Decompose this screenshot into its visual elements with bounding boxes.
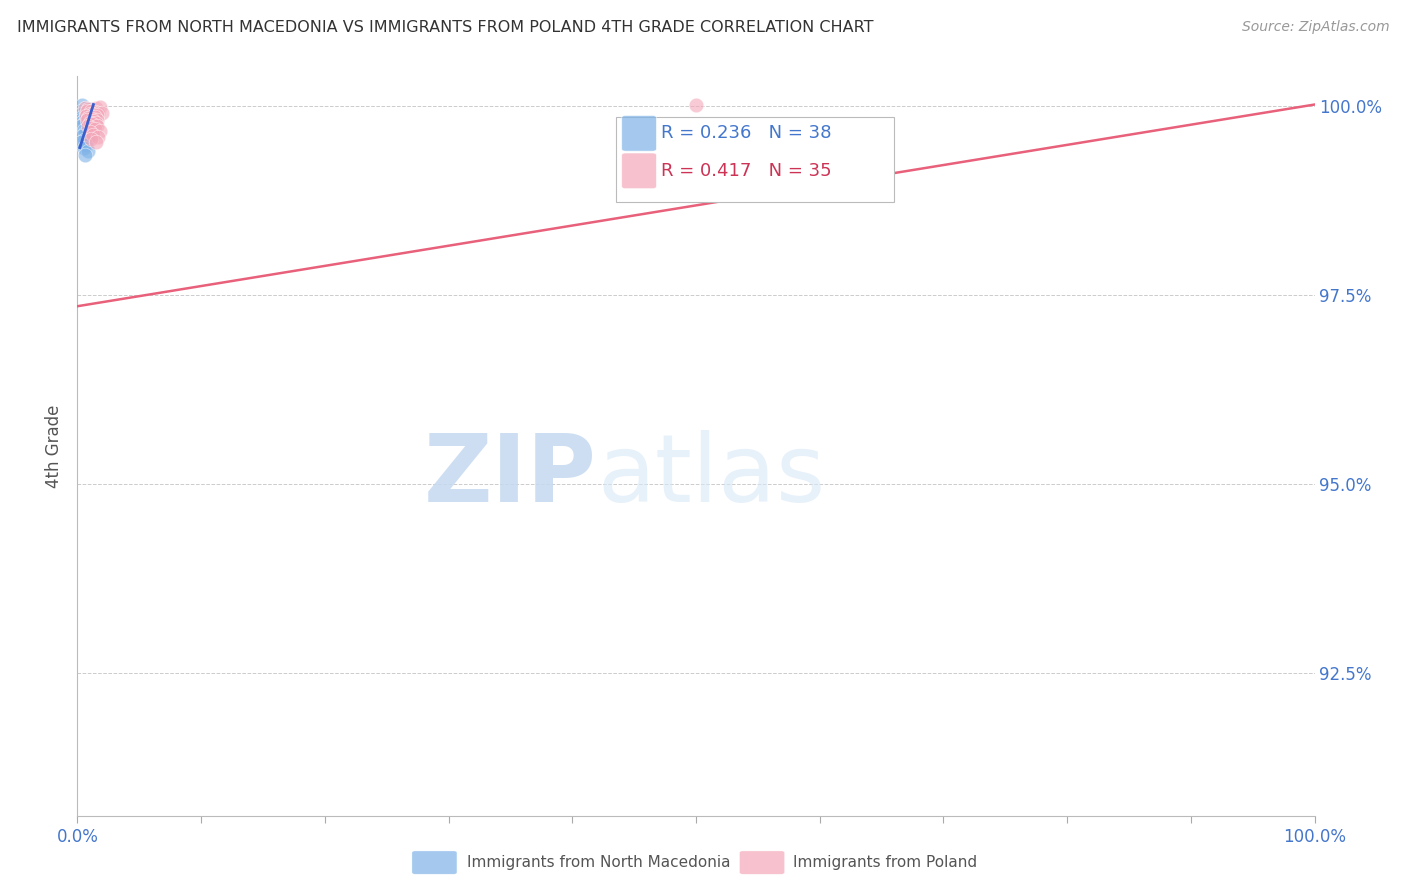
Point (80, 104, 103, 119)
Point (73, 107, 96, 121)
Point (77, 111, 100, 125)
Point (73, 148, 96, 162)
Text: IMMIGRANTS FROM NORTH MACEDONIA VS IMMIGRANTS FROM POLAND 4TH GRADE CORRELATION : IMMIGRANTS FROM NORTH MACEDONIA VS IMMIG… (17, 20, 873, 35)
Point (77, 130, 100, 145)
Point (80, 132, 103, 146)
Point (72, 116, 94, 130)
Point (87, 105, 110, 120)
Point (77, 145, 100, 159)
Point (72, 109, 94, 123)
Point (86, 108, 108, 122)
Text: Immigrants from North Macedonia: Immigrants from North Macedonia (467, 855, 730, 870)
Point (685, 97, 707, 112)
Point (79, 102, 101, 116)
Point (84, 136, 107, 150)
Point (72, 111, 94, 125)
Point (83, 105, 105, 120)
Point (70, 104, 93, 119)
Point (75, 108, 97, 122)
Point (80, 110, 103, 124)
Point (91, 105, 114, 120)
FancyBboxPatch shape (621, 153, 657, 188)
Point (73, 116, 96, 130)
Point (86, 112, 108, 127)
Point (82, 114, 104, 128)
Point (77, 105, 100, 120)
Point (83, 122, 105, 136)
Point (79, 106, 101, 120)
Point (72, 115, 94, 129)
Point (70, 136, 93, 150)
Point (82, 128, 104, 142)
Point (75, 121, 97, 136)
Text: Immigrants from Poland: Immigrants from Poland (793, 855, 977, 870)
FancyBboxPatch shape (616, 117, 894, 202)
Point (86, 120, 108, 134)
Point (89, 100, 111, 114)
Point (77, 119, 100, 133)
Point (76, 110, 98, 124)
Point (76, 118, 98, 132)
Point (72, 97, 94, 112)
Point (79, 126, 101, 140)
Point (75, 109, 97, 123)
Point (77, 112, 100, 126)
Point (72, 106, 94, 120)
Point (76, 113, 98, 128)
Point (73, 126, 96, 140)
Point (82, 103, 104, 118)
Point (72, 123, 94, 137)
FancyBboxPatch shape (621, 116, 657, 151)
Text: ZIP: ZIP (425, 430, 598, 522)
Point (76, 103, 98, 118)
Y-axis label: 4th Grade: 4th Grade (45, 404, 63, 488)
Point (84, 116, 107, 130)
Point (75, 101, 97, 115)
Point (79, 120, 101, 135)
Point (72, 133, 94, 147)
Text: atlas: atlas (598, 430, 825, 522)
Point (82, 112, 104, 126)
Point (72, 113, 94, 128)
Point (70, 112, 93, 127)
Point (77, 102, 100, 116)
Point (76, 103, 98, 118)
Point (82, 107, 104, 121)
Point (70, 106, 93, 120)
Point (89, 124, 111, 138)
Text: Source: ZipAtlas.com: Source: ZipAtlas.com (1241, 20, 1389, 34)
Point (75, 137, 97, 152)
Point (70, 120, 93, 134)
Point (79, 116, 101, 130)
Point (84, 101, 107, 115)
Point (82, 125, 104, 139)
Point (73, 103, 96, 117)
Point (72, 128, 94, 143)
Text: R = 0.236   N = 38: R = 0.236 N = 38 (661, 124, 832, 143)
Point (83, 111, 105, 125)
Point (82, 117, 104, 131)
Point (72, 105, 94, 120)
Text: R = 0.417   N = 35: R = 0.417 N = 35 (661, 161, 832, 180)
Point (87, 130, 110, 145)
Point (75, 114, 97, 128)
Point (73, 111, 96, 125)
Point (80, 120, 103, 135)
Point (72, 140, 94, 154)
Point (73, 101, 96, 115)
